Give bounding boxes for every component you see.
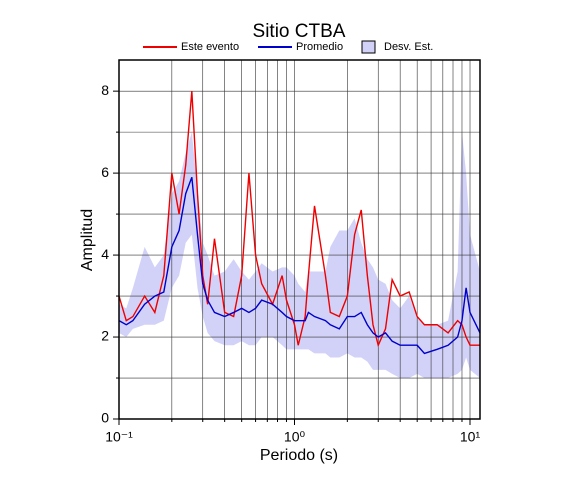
x-tick-label: 10¹ [460,429,481,445]
data-line [118,176,481,355]
data-line [118,91,480,348]
legend-label: Desv. Est. [384,41,433,53]
plot-frame [118,59,481,420]
legend-label: Promedio [296,41,343,53]
y-tick-label: 6 [101,164,109,180]
y-tick-label: 0 [101,410,109,426]
legend-swatch [361,40,376,54]
y-tick-label: 8 [101,82,109,98]
legend-label: Este evento [181,41,239,53]
x-axis-label: Periodo (s) [260,447,338,464]
x-tick-label: 10⁰ [284,429,306,445]
y-tick-label: 2 [101,328,109,344]
y-axis-label: Amplitud [79,209,96,271]
std-band [119,132,480,379]
x-tick-label: 10⁻¹ [105,429,133,445]
y-tick-label: 4 [101,246,109,262]
legend: Este evento Promedio Desv. Est. [143,40,433,54]
chart-title: Sitio CTBA [253,21,346,42]
